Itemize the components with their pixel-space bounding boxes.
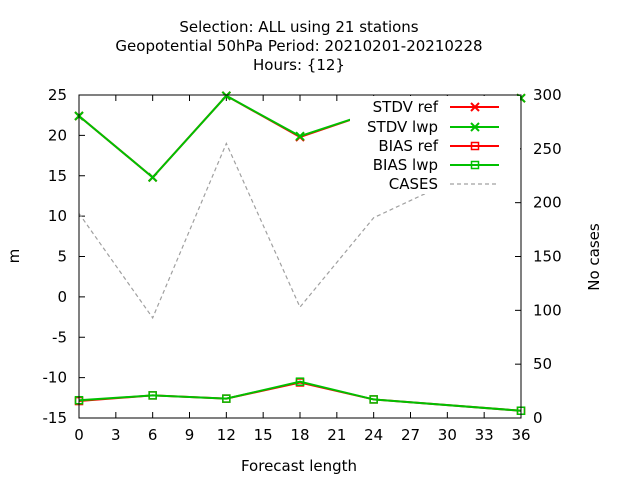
y-tick-label: 25 xyxy=(48,86,67,104)
axis-ticks: 0 3 6 9 12 15 18 21 24 27 30 33 36-15-10-50510152025… xyxy=(43,86,562,444)
y-tick-label: 20 xyxy=(48,126,67,144)
y-tick-label: 10 xyxy=(48,207,67,225)
title-line-1: Selection: ALL using 21 stations xyxy=(179,18,418,36)
x-axis-label: Forecast length xyxy=(241,457,357,475)
legend-marker xyxy=(470,141,480,151)
series-line xyxy=(78,380,522,412)
y2-tick-label: 200 xyxy=(533,194,562,212)
x-tick-label: 21 xyxy=(327,426,346,444)
x-tick-label: 24 xyxy=(364,426,383,444)
legend-marker xyxy=(470,160,480,170)
y-tick-label: -5 xyxy=(52,328,67,346)
legend-label: CASES xyxy=(389,175,438,193)
legend-item: BIAS ref xyxy=(378,137,499,155)
x-tick-label: 3 xyxy=(111,426,121,444)
x-tick-label: 30 xyxy=(438,426,457,444)
x-tick-label: 12 xyxy=(217,426,236,444)
data-point xyxy=(369,395,378,404)
data-point xyxy=(295,131,305,141)
x-tick-label: 18 xyxy=(290,426,309,444)
x-tick-label: 6 xyxy=(148,426,158,444)
y-tick-label: -10 xyxy=(43,369,68,387)
plot-frame xyxy=(78,94,522,419)
legend-item: STDV lwp xyxy=(367,118,499,136)
data-point xyxy=(222,394,231,403)
legend-label: BIAS lwp xyxy=(373,156,438,174)
x-tick-label: 0 xyxy=(74,426,84,444)
title-line-2: Geopotential 50hPa Period: 20210201-2021… xyxy=(115,37,482,55)
x-tick-label: 36 xyxy=(511,426,530,444)
data-point xyxy=(295,377,305,386)
x-tick-label: 27 xyxy=(401,426,420,444)
series-line xyxy=(78,141,522,320)
y-tick-label: 15 xyxy=(48,167,67,185)
legend-label: STDV ref xyxy=(373,98,439,116)
data-point xyxy=(148,391,157,400)
x-tick-label: 15 xyxy=(254,426,273,444)
y2-tick-label: 100 xyxy=(533,301,562,319)
legend-marker xyxy=(470,122,480,132)
legend-item: CASES xyxy=(389,175,499,193)
y2-axis-label: No cases xyxy=(585,223,603,291)
y2-tick-label: 300 xyxy=(533,86,562,104)
title-line-3: Hours: {12} xyxy=(253,56,345,74)
x-tick-label: 9 xyxy=(185,426,195,444)
series-cases xyxy=(78,141,522,320)
series-bias-lwp xyxy=(74,377,526,415)
y2-tick-label: 50 xyxy=(533,355,552,373)
y-tick-label: 5 xyxy=(57,248,67,266)
y2-tick-label: 250 xyxy=(533,140,562,158)
legend-item: STDV ref xyxy=(373,98,499,116)
legend-label: STDV lwp xyxy=(367,118,438,136)
y-tick-label: -15 xyxy=(43,409,68,427)
legend-item: BIAS lwp xyxy=(373,156,499,174)
y2-tick-label: 0 xyxy=(533,409,543,427)
legend-marker xyxy=(470,102,480,112)
y-tick-label: 0 xyxy=(57,288,67,306)
data-point xyxy=(221,91,232,101)
x-tick-label: 33 xyxy=(475,426,494,444)
data-point xyxy=(147,172,158,183)
legend-label: BIAS ref xyxy=(378,137,438,155)
chart-title: Selection: ALL using 21 stations Geopote… xyxy=(115,18,482,74)
y2-tick-label: 150 xyxy=(533,248,562,266)
y-axis-label: m xyxy=(5,249,23,264)
